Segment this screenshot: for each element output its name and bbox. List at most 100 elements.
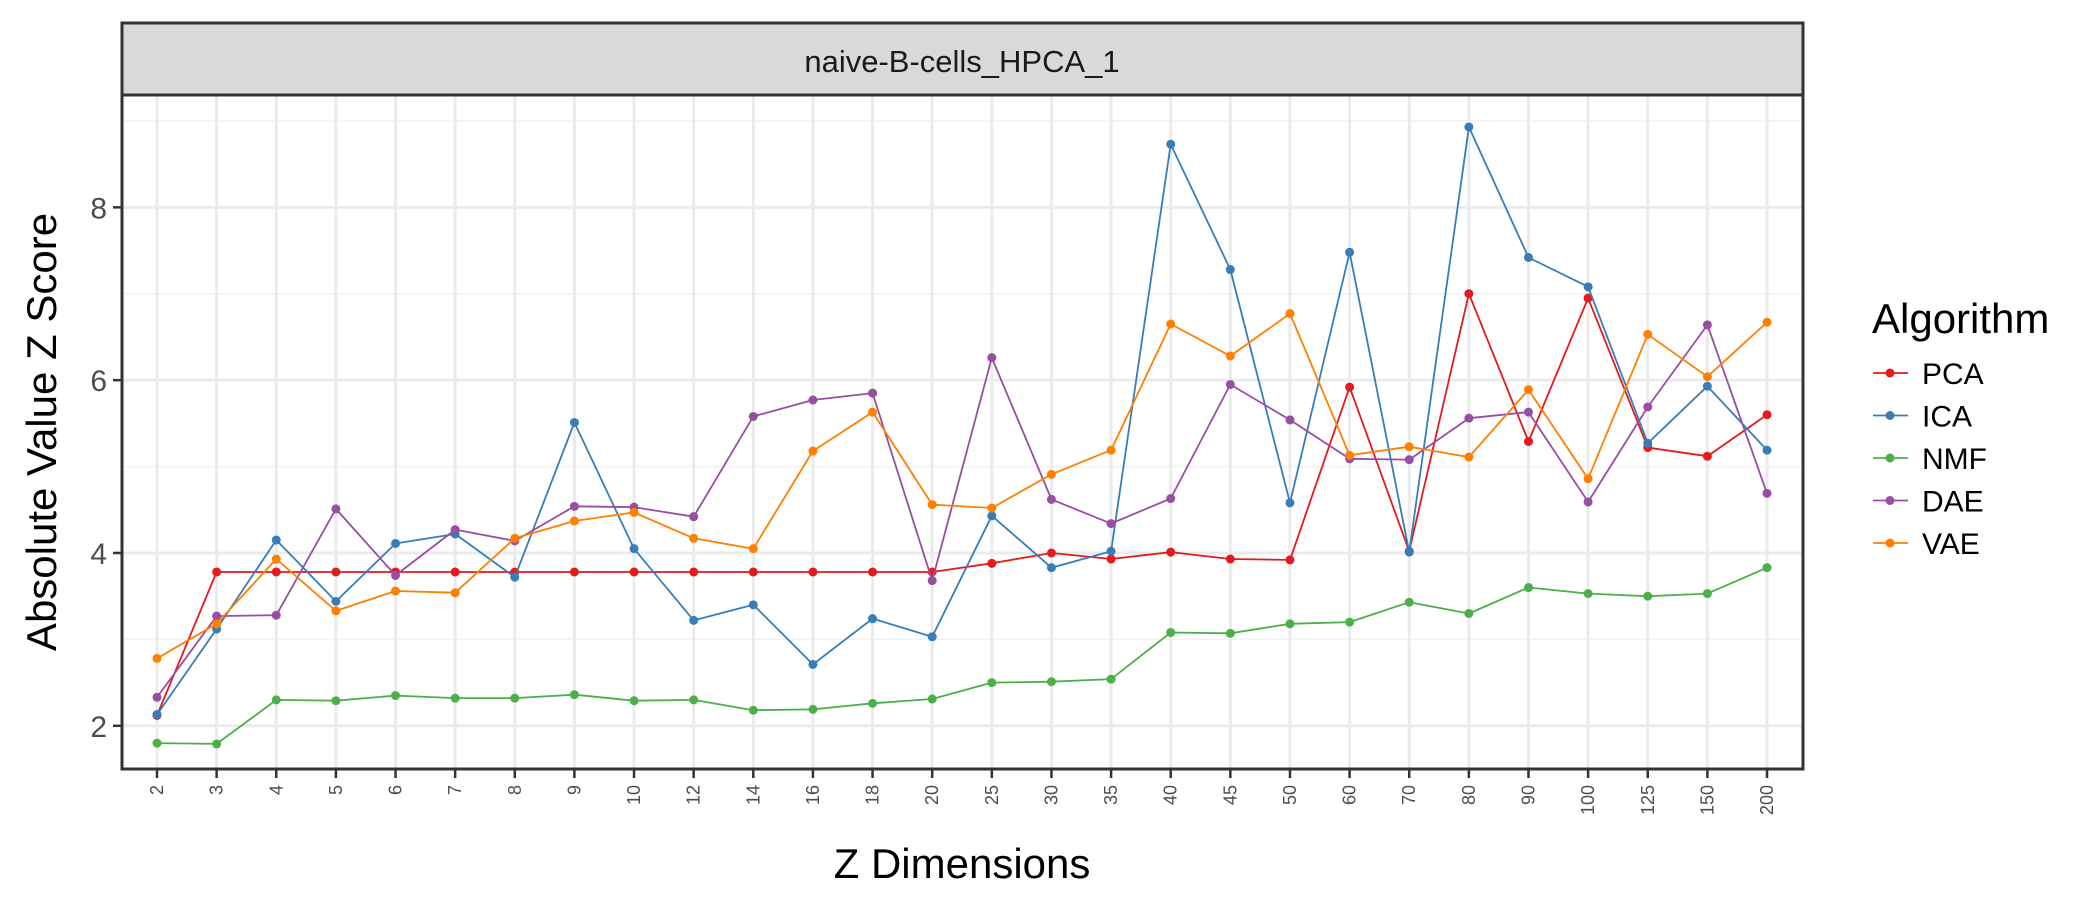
x-tick-label: 200	[1757, 785, 1777, 815]
data-point-nmf	[808, 704, 818, 714]
legend-swatch-point-nmf	[1885, 453, 1895, 463]
data-point-vae	[987, 503, 997, 513]
data-point-dae	[212, 611, 222, 621]
data-point-vae	[391, 586, 401, 596]
data-point-dae	[1523, 407, 1533, 417]
data-point-vae	[1404, 442, 1414, 452]
x-tick-label: 14	[743, 785, 763, 805]
data-point-nmf	[1166, 627, 1176, 637]
data-point-ica	[1345, 247, 1355, 257]
data-point-pca	[1523, 437, 1533, 447]
data-point-nmf	[1404, 597, 1414, 607]
data-point-vae	[1046, 469, 1056, 479]
data-point-pca	[569, 567, 579, 577]
data-point-nmf	[1285, 619, 1295, 629]
data-point-vae	[927, 500, 937, 510]
y-axis: 2 4 6 8	[90, 192, 122, 744]
legend-label-vae: VAE	[1922, 528, 1980, 561]
data-point-pca	[629, 567, 639, 577]
x-tick-label: 80	[1459, 785, 1479, 805]
x-tick-label: 5	[326, 785, 346, 795]
x-tick-label: 40	[1161, 785, 1181, 805]
facet-title: naive-B-cells_HPCA_1	[804, 44, 1119, 79]
x-tick-label: 4	[266, 785, 286, 795]
y-tick-label: 8	[90, 192, 107, 225]
data-point-vae	[1523, 385, 1533, 395]
data-point-nmf	[391, 691, 401, 701]
data-point-vae	[629, 507, 639, 517]
data-point-dae	[868, 388, 878, 398]
data-point-ica	[927, 632, 937, 642]
data-point-ica	[868, 614, 878, 624]
data-point-dae	[987, 353, 997, 363]
data-point-nmf	[1762, 563, 1772, 573]
data-point-ica	[1643, 438, 1653, 448]
legend: Algorithm PCA ICA NMF DAE VAE	[1872, 295, 2049, 561]
x-tick-label: 70	[1399, 785, 1419, 805]
data-point-pca	[1762, 410, 1772, 420]
data-point-dae	[927, 576, 937, 586]
data-point-vae	[748, 544, 758, 554]
data-point-ica	[1106, 546, 1116, 556]
data-point-pca	[808, 567, 818, 577]
data-point-ica	[987, 511, 997, 521]
x-tick-label: 50	[1280, 785, 1300, 805]
x-axis-title: Z Dimensions	[834, 840, 1091, 887]
x-tick-label: 90	[1518, 785, 1538, 805]
x-tick-label: 18	[863, 785, 883, 805]
x-tick-label: 10	[624, 785, 644, 805]
series-line-ica	[156, 126, 1768, 716]
data-point-nmf	[1046, 677, 1056, 687]
data-point-dae	[1762, 488, 1772, 498]
data-point-dae	[808, 395, 818, 405]
data-point-dae	[1285, 415, 1295, 425]
data-point-ica	[1762, 445, 1772, 455]
data-point-ica	[510, 572, 520, 582]
legend-swatch-point-ica	[1885, 411, 1895, 420]
legend-swatch-point-dae	[1885, 496, 1895, 505]
x-tick-label: 45	[1220, 785, 1240, 805]
data-point-nmf	[1643, 591, 1653, 601]
data-point-pca	[1285, 555, 1295, 565]
legend-swatch-point-pca	[1885, 368, 1895, 378]
legend-title: Algorithm	[1872, 295, 2049, 342]
data-point-ica	[331, 596, 341, 606]
data-point-pca	[689, 567, 699, 577]
data-point-vae	[868, 407, 878, 417]
y-tick-label: 2	[90, 711, 107, 744]
data-point-ica	[1464, 122, 1474, 132]
data-point-dae	[1583, 497, 1593, 507]
data-point-nmf	[629, 696, 639, 706]
data-point-nmf	[510, 693, 520, 703]
facet-strip: naive-B-cells_HPCA_1	[120, 21, 1805, 97]
data-point-dae	[331, 504, 341, 514]
data-point-pca	[1166, 547, 1176, 557]
data-point-ica	[808, 659, 818, 669]
series-line-dae	[156, 323, 1768, 698]
data-point-nmf	[1464, 608, 1474, 618]
x-tick-label: 6	[386, 785, 406, 795]
data-point-ica	[1523, 252, 1533, 262]
data-point-dae	[1643, 402, 1653, 412]
data-point-ica	[1583, 282, 1593, 292]
series-layer	[152, 122, 1772, 749]
x-tick-label: 9	[564, 785, 584, 795]
data-point-nmf	[927, 694, 937, 704]
x-tick-label: 8	[505, 785, 525, 795]
data-point-pca	[1583, 293, 1593, 303]
data-point-vae	[808, 446, 818, 456]
data-point-vae	[271, 554, 281, 564]
data-point-dae	[1225, 379, 1235, 389]
x-tick-label: 12	[684, 785, 704, 805]
data-point-vae	[331, 606, 341, 616]
data-point-nmf	[1225, 628, 1235, 638]
data-point-vae	[1583, 474, 1593, 484]
legend-label-dae: DAE	[1922, 486, 1984, 519]
series-line-nmf	[156, 566, 1768, 745]
data-point-vae	[1285, 309, 1295, 319]
data-point-dae	[391, 570, 401, 580]
data-point-vae	[1762, 317, 1772, 327]
data-point-ica	[1225, 265, 1235, 275]
data-point-dae	[1106, 519, 1116, 529]
grid-major	[122, 95, 1803, 769]
